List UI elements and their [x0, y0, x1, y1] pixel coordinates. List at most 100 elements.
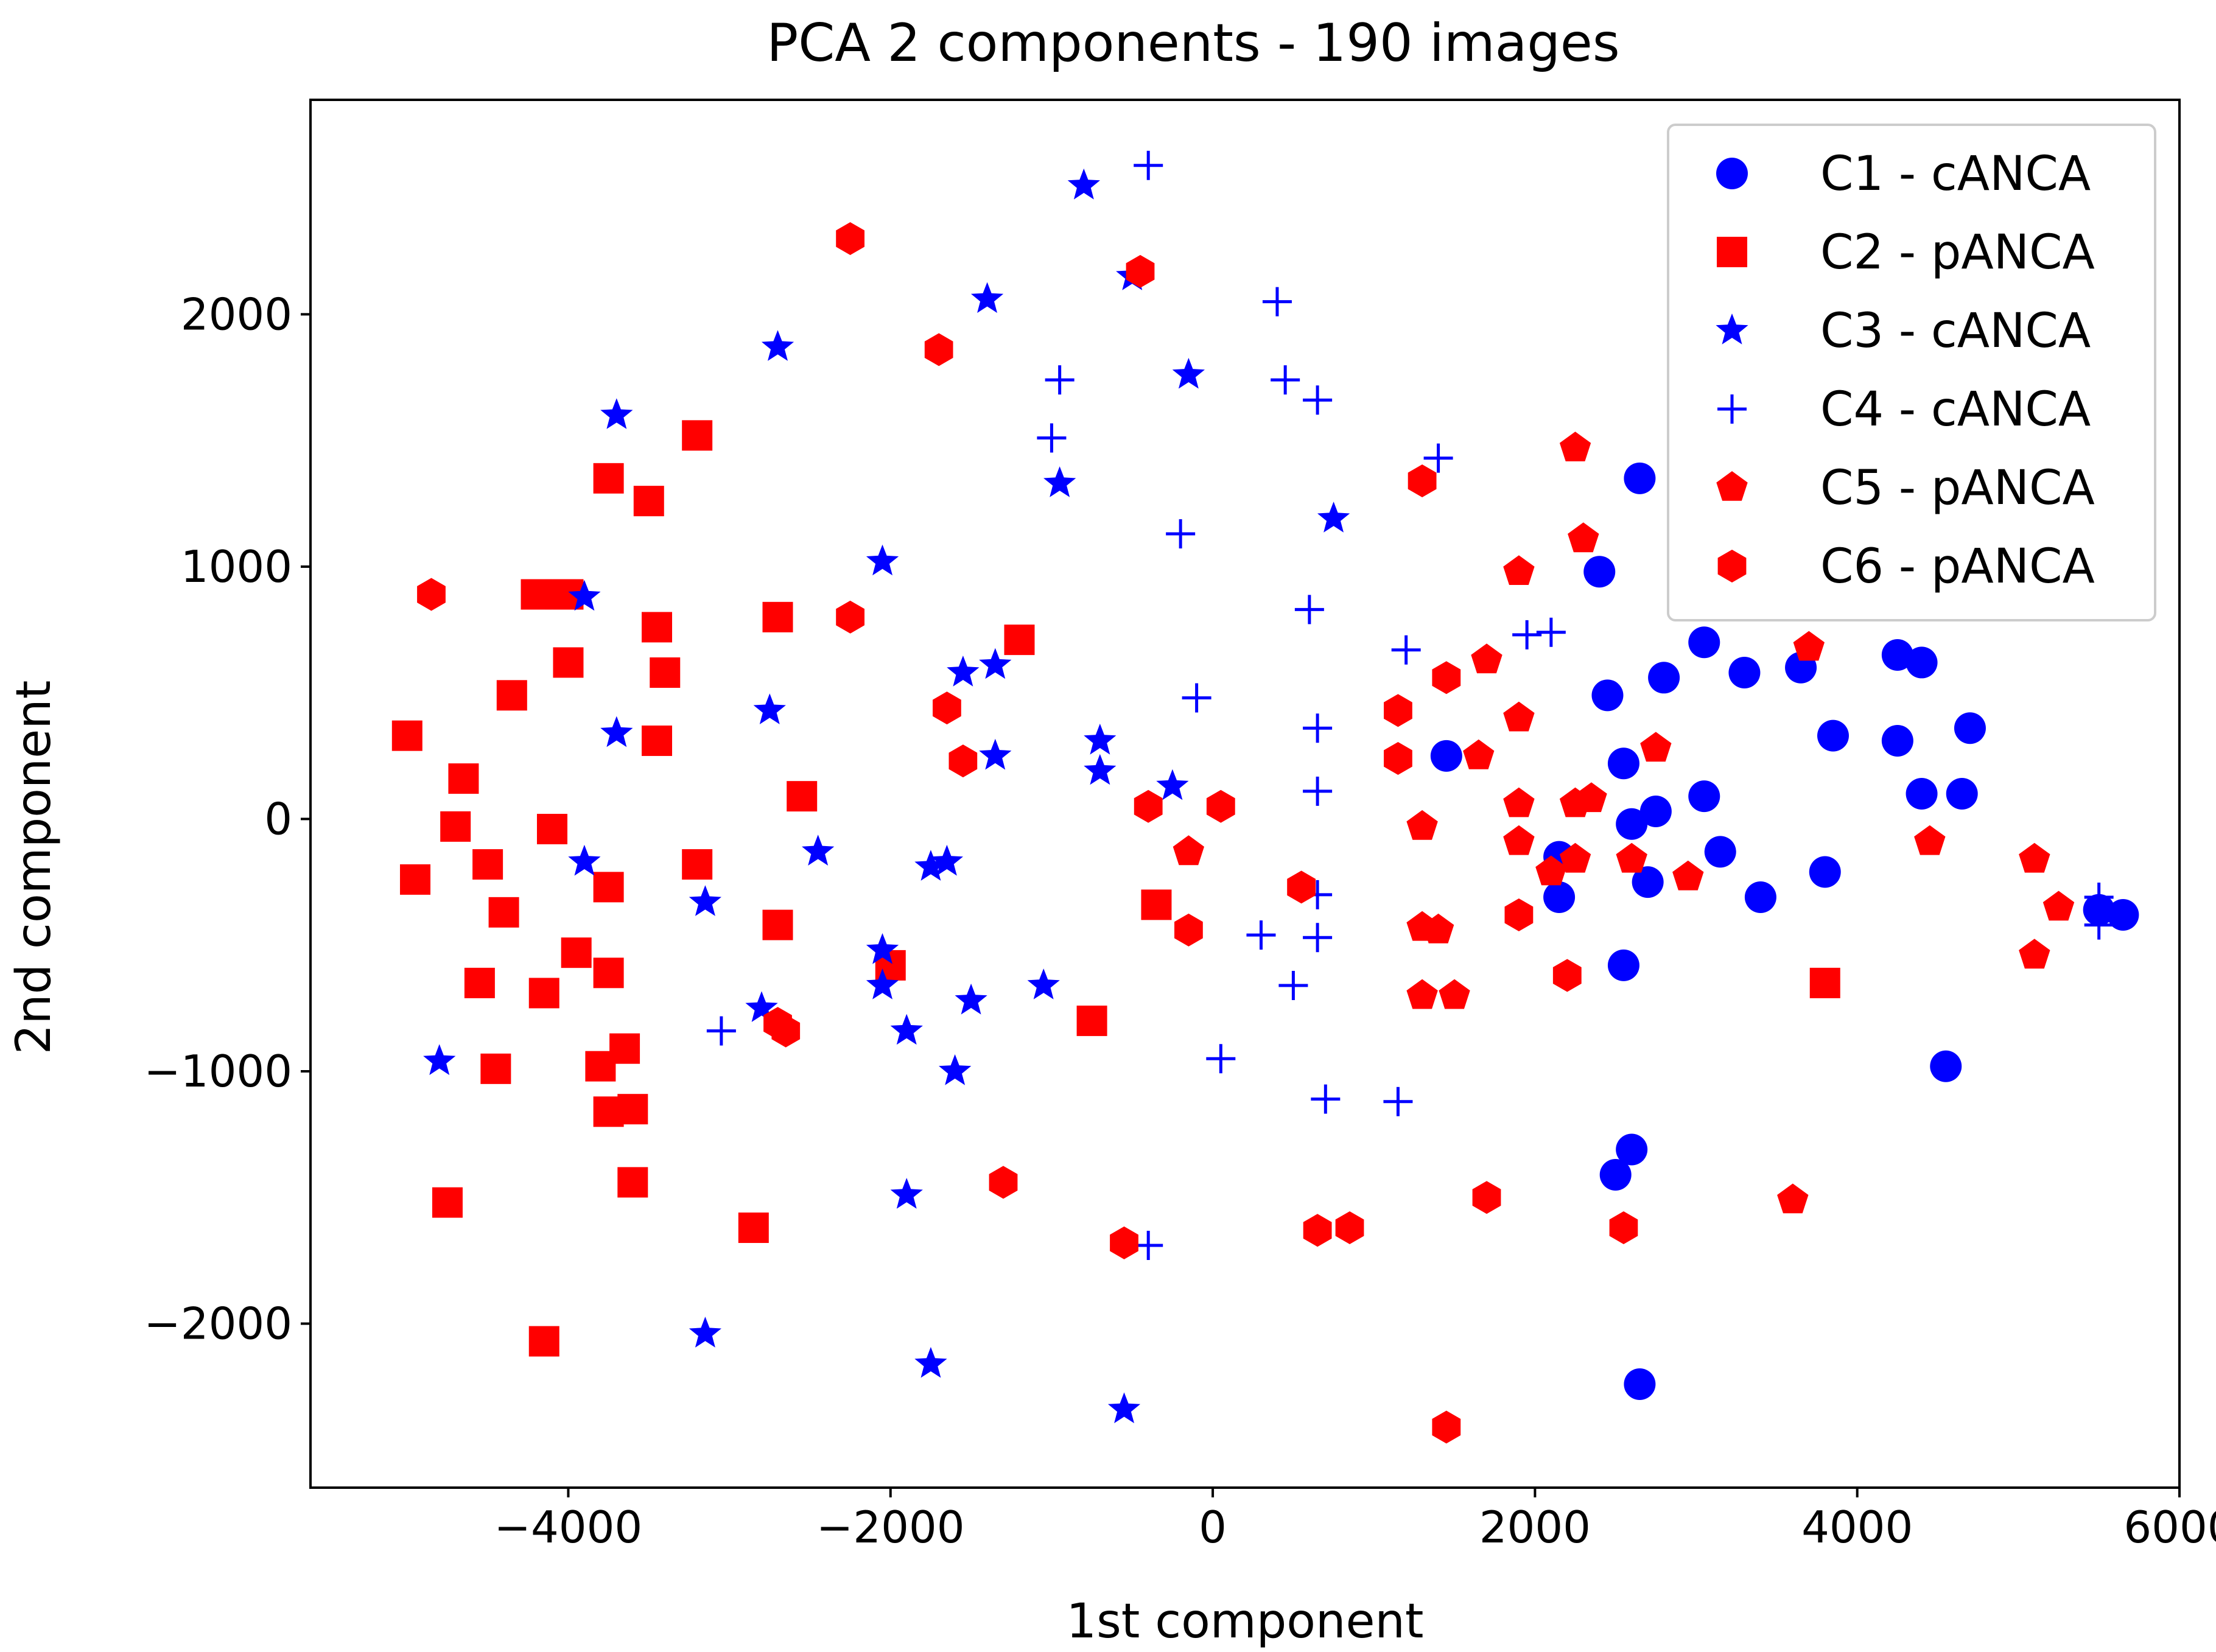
data-point-series-4: [1262, 287, 1292, 317]
data-point-series-6: [1287, 870, 1316, 904]
data-points-layer: [391, 150, 2139, 1444]
data-point-series-2: [682, 420, 713, 451]
x-tick-label: 2000: [1479, 1502, 1591, 1553]
data-point-series-3: [600, 716, 633, 747]
data-point-series-1: [1607, 949, 1639, 981]
data-point-series-3: [568, 579, 601, 611]
data-point-series-5: [1535, 855, 1567, 886]
data-point-series-3: [1156, 769, 1189, 800]
series-2-points: [391, 420, 1840, 1357]
data-point-series-2: [593, 957, 624, 989]
y-tick-label: 0: [264, 793, 292, 844]
data-point-series-1: [1624, 1368, 1656, 1401]
data-point-series-4: [2084, 882, 2114, 912]
data-point-series-4: [1271, 365, 1300, 395]
data-point-series-5: [1422, 913, 1454, 943]
data-point-series-5: [1559, 432, 1591, 461]
data-point-series-2: [464, 967, 495, 998]
data-point-series-3: [802, 835, 835, 866]
series-1-points: [1430, 462, 2139, 1401]
data-point-series-2: [593, 872, 624, 903]
data-point-series-4: [1278, 971, 1308, 1001]
data-point-series-6: [1335, 1211, 1364, 1244]
data-point-series-2: [1076, 1006, 1107, 1037]
legend-marker-series-3: [1716, 313, 1748, 345]
data-point-series-2: [496, 680, 527, 711]
data-point-series-5: [2042, 891, 2075, 921]
data-point-series-2: [633, 486, 664, 517]
legend-label-series-2: C2 - pANCA: [1820, 225, 2095, 280]
data-point-series-3: [979, 738, 1012, 770]
data-point-series-4: [706, 1016, 736, 1046]
data-point-series-3: [761, 330, 794, 361]
data-point-series-3: [939, 1054, 972, 1085]
data-point-series-6: [1408, 464, 1437, 497]
data-point-series-5: [1406, 810, 1438, 840]
data-point-series-2: [472, 849, 503, 880]
series-6-points: [417, 222, 1638, 1444]
data-point-series-1: [1616, 808, 1648, 840]
data-point-series-1: [1543, 881, 1576, 913]
data-point-series-2: [738, 1213, 769, 1244]
series-4-points: [706, 150, 2114, 1261]
axis-ticks-layer: −4000 −2000 0 2000 4000 6000 −2000 −1000 0 1000 20…: [144, 289, 2216, 1553]
data-point-series-5: [1471, 643, 1502, 674]
data-point-series-5: [1640, 732, 1672, 762]
plot-area-frame: [309, 99, 2181, 1489]
data-point-series-3: [1084, 754, 1117, 785]
legend-label-series-3: C3 - cANCA: [1820, 304, 2091, 359]
data-point-series-1: [1599, 1158, 1632, 1191]
data-point-series-2: [650, 657, 681, 688]
legend-label-series-5: C5 - pANCA: [1820, 461, 2095, 516]
legend: C1 - cANCA C2 - pANCA C3 - cANCA C4 - cANCA…: [1667, 124, 2156, 621]
legend-label-series-4: C4 - cANCA: [1820, 382, 2091, 437]
data-point-series-1: [1688, 626, 1720, 659]
data-point-series-6: [924, 333, 953, 366]
data-point-series-5: [1503, 787, 1535, 817]
data-point-series-4: [1134, 150, 1163, 180]
data-point-series-3: [930, 844, 963, 876]
data-point-series-1: [1906, 646, 1938, 679]
legend-marker-series-4: [1717, 394, 1747, 424]
data-point-series-4: [1512, 620, 1542, 649]
y-tick-label: −2000: [144, 1298, 292, 1349]
data-point-series-6: [1174, 913, 1203, 947]
data-point-series-4: [1536, 617, 1566, 647]
x-axis-label: 1st component: [1067, 1594, 1424, 1649]
data-point-series-2: [787, 781, 818, 812]
data-point-series-2: [762, 909, 793, 940]
data-point-series-2: [593, 463, 624, 494]
data-point-series-3: [689, 885, 721, 916]
data-point-series-3: [1027, 968, 1060, 999]
x-tick-label: 6000: [2123, 1502, 2216, 1553]
data-point-series-1: [1704, 836, 1736, 868]
data-point-series-4: [1423, 443, 1453, 473]
data-point-series-1: [2107, 898, 2139, 931]
data-point-series-1: [1607, 747, 1639, 780]
data-point-series-3: [890, 1013, 923, 1045]
data-point-series-4: [1303, 385, 1333, 415]
data-point-series-6: [771, 1014, 801, 1048]
x-tick-label: −4000: [494, 1502, 643, 1553]
data-point-series-3: [568, 844, 601, 876]
data-point-series-6: [836, 600, 864, 634]
data-point-series-1: [1688, 780, 1720, 813]
legend-label-series-1: C1 - cANCA: [1820, 147, 2091, 201]
data-point-series-4: [1037, 423, 1067, 453]
data-point-series-6: [1134, 789, 1163, 823]
data-point-series-3: [1043, 466, 1076, 497]
data-point-series-1: [1881, 639, 1913, 671]
legend-marker-series-2: [1717, 237, 1747, 267]
data-point-series-4: [1206, 1044, 1236, 1074]
data-point-series-4: [1391, 635, 1421, 665]
data-point-series-3: [914, 1346, 947, 1378]
data-point-series-6: [1504, 898, 1534, 931]
data-point-series-4: [1303, 713, 1333, 743]
data-point-series-3: [1107, 1392, 1141, 1424]
y-tick-label: −1000: [144, 1046, 292, 1097]
data-point-series-3: [1317, 502, 1350, 533]
data-point-series-1: [1906, 778, 1938, 810]
data-point-series-1: [1744, 881, 1776, 913]
